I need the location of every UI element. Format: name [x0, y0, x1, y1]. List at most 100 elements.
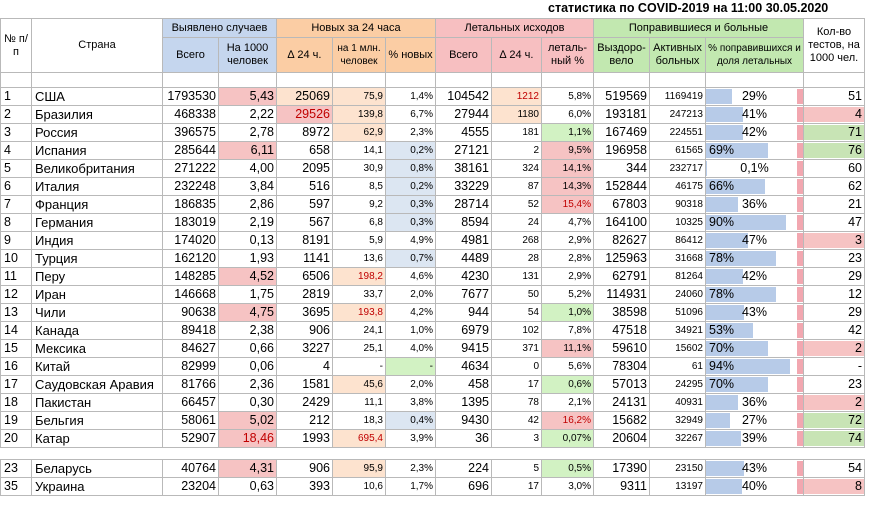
cell-pct-new: 4,6%	[385, 267, 436, 286]
table-row: 23 Беларусь 40764 4,31 906 95,9 2,3% 224 5 0,5% 17…	[0, 459, 865, 478]
recovery-pct-label: 41%	[741, 107, 768, 121]
cell-deaths-24h: 28	[491, 249, 542, 268]
recovery-bar	[706, 215, 787, 230]
tests-label: 42	[848, 323, 862, 337]
cell-tests: 29	[803, 267, 865, 286]
table-row: 7 Франция 186835 2,86 597 9,2 0,3% 28714 52 15,4%…	[0, 195, 865, 214]
lethal-share-bar	[797, 359, 803, 374]
recovery-pct-label: 94%	[709, 359, 735, 373]
tests-label: 12	[848, 287, 862, 301]
cell-new-24h: 2429	[276, 393, 333, 412]
cell-recovery-pct: 36%	[705, 393, 804, 412]
recovery-bar	[706, 341, 769, 356]
cell-deaths-24h: 78	[491, 393, 542, 412]
cell-new-24h: 3695	[276, 303, 333, 322]
cell-new-per-1m: 30,9	[332, 159, 386, 178]
header-new-group: Новых за 24 часа	[276, 18, 436, 38]
cell-tests: 47	[803, 213, 865, 232]
cell-active: 15602	[649, 339, 706, 358]
cell-cases-per-1000: 2,19	[218, 213, 277, 232]
table-row: 11 Перу 148285 4,52 6506 198,2 4,6% 4230 131 2,9%…	[0, 267, 865, 286]
cell-tests: 72	[803, 411, 865, 430]
cell-new-24h: 1141	[276, 249, 333, 268]
cell-tests: -	[803, 357, 865, 376]
cell-recovery-pct: 66%	[705, 177, 804, 196]
cell-country: Иран	[31, 285, 163, 304]
header-deaths-group: Летальных исходов	[435, 18, 594, 38]
tests-fill	[804, 125, 864, 140]
table-row: 20 Катар 52907 18,46 1993 695,4 3,9% 36 3 0,07% 20…	[0, 429, 865, 448]
recovery-bar	[706, 359, 790, 374]
cell-recovered: 114931	[593, 285, 650, 304]
lethal-share-bar	[797, 215, 803, 230]
cell-active: 24295	[649, 375, 706, 394]
cell-cases-per-1000: 4,31	[218, 459, 277, 478]
cell-country: Чили	[31, 303, 163, 322]
cell-deaths-24h: 17	[491, 477, 542, 496]
separator-cell	[435, 72, 492, 88]
cell-new-per-1m: 5,9	[332, 231, 386, 250]
cell-deaths-24h: 131	[491, 267, 542, 286]
cell-tests: 23	[803, 249, 865, 268]
cell-active: 23150	[649, 459, 706, 478]
cell-new-24h: 658	[276, 141, 333, 160]
cell-active: 31668	[649, 249, 706, 268]
cell-rank: 16	[0, 357, 32, 376]
cell-lethal-pct: 5,6%	[541, 357, 594, 376]
separator-cell	[0, 447, 32, 460]
header-tests: Кол-во тестов, на 1000 чел.	[803, 18, 865, 73]
cell-cases-per-1000: 2,36	[218, 375, 277, 394]
cell-rank: 4	[0, 141, 32, 160]
cell-recovered: 196958	[593, 141, 650, 160]
table-row: 16 Китай 82999 0,06 4- -4634 0 5,6% 78304 61 94% -	[0, 357, 865, 376]
cell-recovered: 67803	[593, 195, 650, 214]
cell-deaths-24h: 324	[491, 159, 542, 178]
cell-cases-per-1000: 4,52	[218, 267, 277, 286]
separator-cell	[162, 72, 219, 88]
tests-label: 3	[855, 233, 862, 247]
cell-lethal-pct: 14,1%	[541, 159, 594, 178]
header-num: № п/п	[0, 18, 32, 73]
cell-deaths-total: 33229	[435, 177, 492, 196]
cell-pct-new: 2,3%	[385, 123, 436, 142]
cell-total-cases: 40764	[162, 459, 219, 478]
tests-label: 2	[855, 395, 862, 409]
recovery-pct-label: 36%	[741, 197, 768, 211]
header-per1m: на 1 млн. человек	[332, 37, 386, 73]
header-per1000: На 1000 человек	[218, 37, 277, 73]
cell-new-24h: 25069	[276, 87, 333, 106]
header-pct-new: % новых	[385, 37, 436, 73]
cell-country: Индия	[31, 231, 163, 250]
cell-pct-new: 1,4%	[385, 87, 436, 106]
recovery-bar	[706, 251, 776, 266]
cell-deaths-24h: 1180	[491, 105, 542, 124]
lethal-share-bar	[797, 251, 803, 266]
cell-country: Великобритания	[31, 159, 163, 178]
cell-new-per-1m: 11,1	[332, 393, 386, 412]
cell-pct-new: 0,2%	[385, 177, 436, 196]
cell-recovery-pct: 70%	[705, 375, 804, 394]
cell-recovered: 519569	[593, 87, 650, 106]
table-row: 8 Германия 183019 2,19 567 6,8 0,3% 8594 24 4,7% 1…	[0, 213, 865, 232]
cell-deaths-total: 1395	[435, 393, 492, 412]
separator-cell	[649, 447, 706, 460]
cell-deaths-total: 38161	[435, 159, 492, 178]
cell-active: 13197	[649, 477, 706, 496]
cell-active: 247213	[649, 105, 706, 124]
cell-pct-new: 3,8%	[385, 393, 436, 412]
cell-deaths-24h: 2	[491, 141, 542, 160]
tests-label: 23	[848, 377, 862, 391]
cell-rank: 2	[0, 105, 32, 124]
tests-label: 51	[848, 89, 862, 103]
lethal-share-bar	[797, 269, 803, 284]
separator-cell	[593, 72, 650, 88]
recovery-pct-label: 0,1%	[740, 161, 769, 175]
cell-recovery-pct: 78%	[705, 285, 804, 304]
cell-tests: 60	[803, 159, 865, 178]
cell-deaths-total: 944	[435, 303, 492, 322]
recovery-bar	[706, 125, 744, 140]
recovery-pct-label: 27%	[741, 413, 768, 427]
cell-total-cases: 81766	[162, 375, 219, 394]
separator-cell	[332, 447, 386, 460]
cell-tests: 3	[803, 231, 865, 250]
